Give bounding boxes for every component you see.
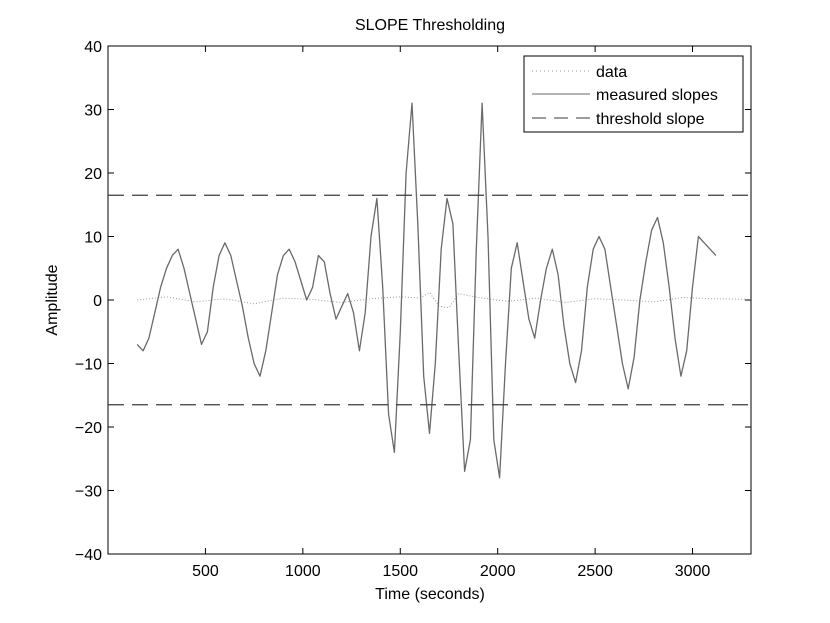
x-tick-label: 3000 xyxy=(675,563,711,580)
x-tick-label: 2000 xyxy=(480,563,516,580)
y-tick-label: −40 xyxy=(75,547,102,564)
y-tick-label: −30 xyxy=(75,484,102,501)
y-tick-label: 30 xyxy=(84,103,102,120)
y-tick-label: −10 xyxy=(75,357,102,374)
y-tick-label: −20 xyxy=(75,420,102,437)
y-tick-label: 40 xyxy=(84,39,102,56)
axis-ticks: 500 1000 1500 2000 2500 3000 −40 −30 −20 −10 0 10 20… xyxy=(75,39,751,580)
x-tick-label: 1500 xyxy=(382,563,418,580)
y-tick-label: 20 xyxy=(84,166,102,183)
x-tick-label: 1000 xyxy=(285,563,321,580)
y-tick-label: 10 xyxy=(84,230,102,247)
legend: data measured slopes threshold slope xyxy=(523,55,744,133)
y-axis-label: Amplitude xyxy=(44,264,61,335)
legend-label-threshold-slope: threshold slope xyxy=(596,111,705,128)
series-data-line xyxy=(137,291,752,309)
legend-label-data: data xyxy=(596,64,627,81)
x-tick-label: 2500 xyxy=(577,563,613,580)
x-axis-label: Time (seconds) xyxy=(375,586,485,603)
y-tick-label: 0 xyxy=(93,293,102,310)
chart-title: SLOPE Thresholding xyxy=(355,17,505,34)
legend-label-measured-slopes: measured slopes xyxy=(596,87,718,104)
x-tick-label: 500 xyxy=(192,563,219,580)
plot-lines xyxy=(108,102,752,479)
